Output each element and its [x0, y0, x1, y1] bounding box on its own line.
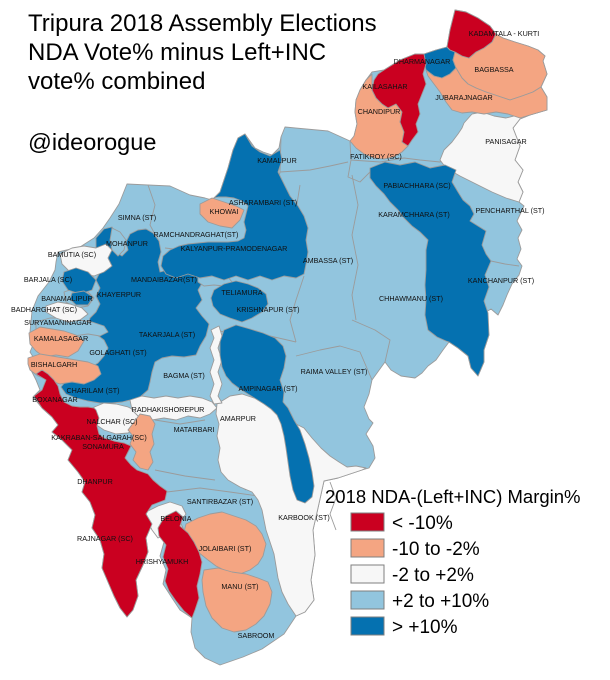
svg-text:SIMNA (ST): SIMNA (ST): [118, 213, 156, 222]
svg-text:FATIKROY (SC): FATIKROY (SC): [350, 152, 402, 161]
svg-text:RAJNAGAR (SC): RAJNAGAR (SC): [77, 534, 133, 543]
svg-text:PENCHARTHAL (ST): PENCHARTHAL (ST): [475, 206, 544, 215]
svg-text:NALCHAR (SC): NALCHAR (SC): [86, 417, 137, 426]
svg-text:SURYAMANINAGAR: SURYAMANINAGAR: [24, 318, 92, 327]
svg-text:SABROOM: SABROOM: [238, 631, 275, 640]
svg-text:JOLAIBARI (ST): JOLAIBARI (ST): [199, 544, 252, 553]
svg-text:KAILASAHAR: KAILASAHAR: [362, 82, 407, 91]
svg-text:CHHAWMANU (ST): CHHAWMANU (ST): [379, 294, 443, 303]
svg-text:KAMALPUR: KAMALPUR: [257, 156, 297, 165]
svg-text:BADHARGHAT (SC): BADHARGHAT (SC): [11, 305, 77, 314]
svg-text:vote% combined: vote% combined: [28, 68, 205, 95]
svg-text:AMPINAGAR (ST): AMPINAGAR (ST): [238, 384, 297, 393]
svg-text:BELONIA: BELONIA: [160, 514, 191, 523]
svg-text:ASHARAMBARI (ST): ASHARAMBARI (ST): [229, 198, 297, 207]
svg-text:KADAMTALA - KURTI: KADAMTALA - KURTI: [469, 29, 539, 38]
svg-text:KAMALASAGAR: KAMALASAGAR: [34, 334, 88, 343]
svg-text:BANAMALIPUR: BANAMALIPUR: [41, 294, 93, 303]
svg-text:> +10%: > +10%: [392, 617, 458, 638]
svg-text:BAGBASSA: BAGBASSA: [474, 65, 513, 74]
svg-text:DHANPUR: DHANPUR: [77, 477, 113, 486]
svg-text:GOLAGHATI (ST): GOLAGHATI (ST): [89, 348, 146, 357]
svg-text:SANTIRBAZAR (ST): SANTIRBAZAR (ST): [187, 497, 253, 506]
svg-text:RAIMA VALLEY (ST): RAIMA VALLEY (ST): [301, 367, 368, 376]
svg-text:BARJALA (SC): BARJALA (SC): [24, 275, 72, 284]
svg-text:MATARBARI: MATARBARI: [174, 425, 215, 434]
svg-text:@ideorogue: @ideorogue: [28, 129, 156, 155]
svg-text:AMARPUR: AMARPUR: [220, 414, 256, 423]
svg-text:KHOWAI: KHOWAI: [210, 207, 239, 216]
svg-text:PABIACHHARA (SC): PABIACHHARA (SC): [383, 181, 450, 190]
svg-text:DHARMANAGAR: DHARMANAGAR: [394, 57, 451, 66]
svg-text:MANDAIBAZAR(ST): MANDAIBAZAR(ST): [131, 275, 197, 284]
svg-text:KRISHNAPUR (ST): KRISHNAPUR (ST): [236, 305, 299, 314]
svg-text:BAMUTIA (SC): BAMUTIA (SC): [48, 250, 96, 259]
svg-text:JUBARAJNAGAR: JUBARAJNAGAR: [435, 93, 493, 102]
svg-text:AMBASSA (ST): AMBASSA (ST): [303, 256, 353, 265]
svg-text:BOXANAGAR: BOXANAGAR: [32, 395, 78, 404]
svg-text:MOHANPUR: MOHANPUR: [106, 239, 148, 248]
svg-text:SONAMURA: SONAMURA: [82, 442, 124, 451]
svg-text:+2 to +10%: +2 to +10%: [392, 591, 489, 612]
svg-text:KANCHANPUR (ST): KANCHANPUR (ST): [468, 276, 534, 285]
svg-text:TELIAMURA: TELIAMURA: [221, 288, 262, 297]
svg-text:NDA Vote% minus Left+INC: NDA Vote% minus Left+INC: [28, 39, 326, 66]
svg-text:PANISAGAR: PANISAGAR: [485, 137, 526, 146]
svg-text:Tripura 2018 Assembly Election: Tripura 2018 Assembly Elections: [28, 10, 377, 37]
svg-text:RADHAKISHOREPUR: RADHAKISHOREPUR: [132, 405, 205, 414]
svg-text:-10 to -2%: -10 to -2%: [392, 539, 480, 560]
svg-text:HRISHYAMUKH: HRISHYAMUKH: [136, 557, 189, 566]
svg-text:2018 NDA-(Left+INC) Margin%: 2018 NDA-(Left+INC) Margin%: [325, 486, 581, 507]
svg-text:KARAMCHHARA (ST): KARAMCHHARA (ST): [378, 210, 449, 219]
svg-text:CHANDIPUR: CHANDIPUR: [358, 107, 401, 116]
svg-text:KHAYERPUR: KHAYERPUR: [97, 290, 141, 299]
svg-text:CHARILAM (ST): CHARILAM (ST): [66, 386, 119, 395]
svg-text:< -10%: < -10%: [392, 513, 453, 534]
svg-text:KARBOOK (ST): KARBOOK (ST): [278, 513, 330, 522]
svg-text:BAGMA (ST): BAGMA (ST): [163, 371, 205, 380]
svg-text:TAKARJALA (ST): TAKARJALA (ST): [139, 330, 195, 339]
svg-text:MANU (ST): MANU (ST): [221, 582, 258, 591]
svg-text:-2 to +2%: -2 to +2%: [392, 565, 474, 586]
svg-text:KALYANPUR-PRAMODENAGAR: KALYANPUR-PRAMODENAGAR: [181, 244, 288, 253]
svg-text:KAKRABAN-SALGARAH(SC): KAKRABAN-SALGARAH(SC): [51, 433, 146, 442]
svg-text:BISHALGARH: BISHALGARH: [31, 360, 77, 369]
svg-text:RAMCHANDRAGHAT(ST): RAMCHANDRAGHAT(ST): [154, 230, 239, 239]
